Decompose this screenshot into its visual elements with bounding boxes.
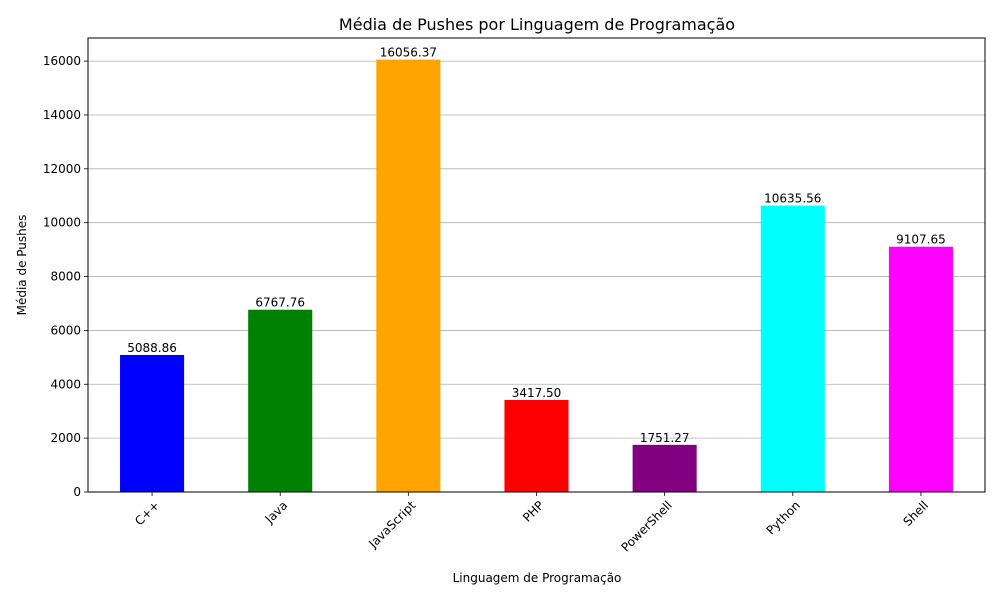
x-tick-label: JavaScript (365, 498, 418, 551)
x-tick-label: PHP (520, 498, 547, 525)
bar-value-label: 16056.37 (380, 46, 437, 60)
y-tick-label: 4000 (50, 377, 81, 391)
x-tick-label: Shell (900, 498, 931, 529)
bar (120, 354, 185, 492)
x-axis-ticks: C++ Java JavaScript PHP PowerShell Python Shel… (132, 492, 931, 554)
y-tick-label: 14000 (43, 108, 81, 122)
bar (248, 309, 313, 492)
y-axis-label: Média de Pushes (15, 215, 29, 316)
x-tick-label: C++ (132, 498, 162, 528)
bar (504, 399, 569, 492)
bar-value-label: 1751.27 (640, 431, 690, 445)
bar-value-label: 9107.65 (896, 233, 946, 247)
x-tick-label: PowerShell (619, 498, 675, 554)
chart-title: Média de Pushes por Linguagem de Program… (339, 15, 735, 34)
bar (376, 59, 441, 492)
bars (120, 59, 953, 492)
bar (632, 444, 697, 492)
bar (760, 205, 825, 492)
y-tick-label: 12000 (43, 162, 81, 176)
bar-value-label: 3417.50 (512, 386, 562, 400)
y-tick-label: 0 (73, 485, 81, 499)
x-tick-label: Java (262, 498, 291, 527)
bar (888, 246, 953, 492)
bar-value-label: 6767.76 (255, 296, 305, 310)
y-tick-label: 8000 (50, 270, 81, 284)
y-tick-label: 2000 (50, 431, 81, 445)
y-gridlines (88, 60, 985, 439)
bar-value-label: 10635.56 (764, 192, 821, 206)
bar-value-labels: 5088.86 6767.76 16056.37 3417.50 1751.27 1063… (127, 46, 945, 445)
y-tick-label: 16000 (43, 54, 81, 68)
y-axis-ticks: 0 2000 4000 6000 8000 10000 12000 14000 16000 (43, 54, 88, 499)
bar-value-label: 5088.86 (127, 341, 177, 355)
y-tick-label: 6000 (50, 323, 81, 337)
y-tick-label: 10000 (43, 216, 81, 230)
x-tick-label: Python (764, 498, 803, 537)
x-axis-label: Linguagem de Programação (453, 571, 622, 585)
